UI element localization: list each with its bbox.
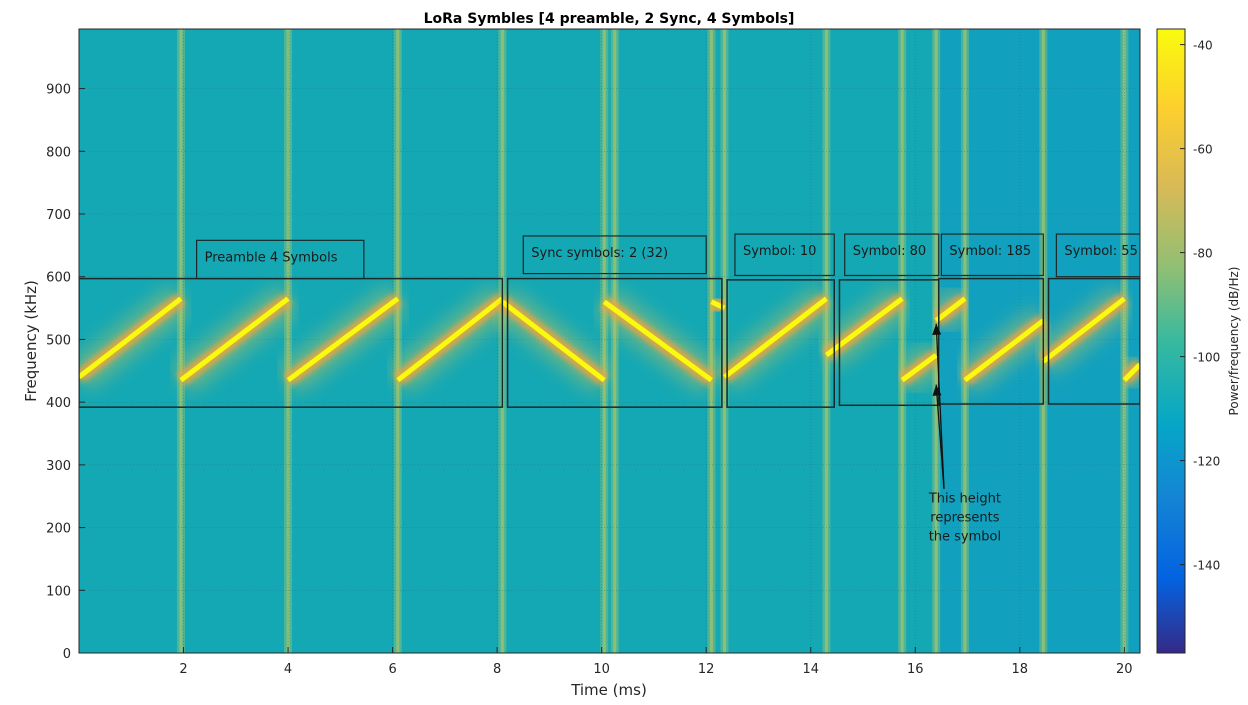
chirp-preamble-4 [396,296,504,383]
y-tick-label-600: 600 [46,271,71,286]
box-sym185 [938,277,1045,405]
c-tick-label--140: -140 [1193,559,1220,573]
y-axis-label: Frequency (kHz) [22,280,40,402]
c-tick-label--40: -40 [1193,39,1213,53]
chirp-preamble-3 [286,296,400,383]
c-tick-label--120: -120 [1193,455,1220,469]
annotation-note-line-1: represents [930,510,999,525]
box-sym10 [726,279,835,408]
label-sym10: Symbol: 10 [743,244,816,259]
transition-core-7 [722,29,726,653]
x-tick-label-20: 20 [1116,662,1133,677]
transition-core-4 [602,29,606,653]
y-tick-label-300: 300 [46,459,71,474]
chart-title: LoRa Symbles [4 preamble, 2 Sync, 4 Symb… [424,11,795,27]
x-tick-label-10: 10 [593,662,610,677]
chirp-symbol-10 [722,296,828,380]
y-tick-label-700: 700 [46,208,71,223]
chirp-symbol-185b [963,318,1045,383]
chirp-preamble-1 [79,296,183,380]
label-preamble-box [195,239,365,280]
x-tick-label-2: 2 [179,662,187,677]
chirp-symbol-55a [1041,296,1126,364]
y-tick-label-800: 800 [46,145,71,160]
annotation-arrowhead-0 [932,323,942,335]
transition-core-9 [900,29,904,653]
x-tick-label-16: 16 [907,662,924,677]
annotation-arrow-1 [935,384,945,489]
label-sym185-box [940,233,1044,277]
y-tick-label-900: 900 [46,83,71,98]
label-sym185: Symbol: 185 [949,244,1031,259]
colorbar [1156,28,1186,654]
x-tick-label-4: 4 [284,662,292,677]
chirp-sync-1 [500,299,606,383]
chirp-preamble-2 [179,296,290,383]
y-tick-label-500: 500 [46,333,71,348]
c-tick-label--100: -100 [1193,351,1220,365]
annotation-note-line-0: This height [928,491,1001,506]
plot-frame [78,28,1141,654]
chirp-sync-2 [602,299,713,383]
colorbar-label: Power/frequency (dB/Hz) [1227,267,1241,416]
annotation-arrowhead-1 [932,384,942,396]
chirp-symbol-80b [900,353,938,383]
y-tick-label-400: 400 [46,396,71,411]
transition-core-0 [179,29,183,653]
transition-core-10 [934,29,938,653]
transition-core-2 [396,29,400,653]
y-tick-label-200: 200 [46,522,71,537]
annotation-arrow-0 [935,323,945,489]
x-tick-label-8: 8 [493,662,501,677]
transition-core-5 [613,29,617,653]
annotation-note-line-2: the symbol [929,529,1001,544]
label-sym80: Symbol: 80 [853,244,926,259]
label-sync-box [522,235,707,275]
chirp-symbol-185a [934,296,967,323]
label-sym55-box [1055,233,1140,278]
label-sync: Sync symbols: 2 (32) [531,246,668,261]
label-sym80-box [844,233,940,277]
c-tick-label--60: -60 [1193,143,1213,157]
y-tick-label-0: 0 [63,647,71,662]
chirp-symbol-55b [1122,362,1140,382]
x-axis-label: Time (ms) [570,681,647,699]
box-sync [506,277,723,408]
transition-core-11 [963,29,967,653]
label-sym10-box [734,233,835,277]
x-tick-label-6: 6 [388,662,396,677]
x-tick-label-14: 14 [802,662,819,677]
y-tick-label-100: 100 [46,584,71,599]
x-tick-label-18: 18 [1012,662,1029,677]
label-sym55: Symbol: 55 [1064,244,1137,259]
transition-core-6 [709,29,713,653]
c-tick-label--80: -80 [1193,247,1213,261]
label-preamble: Preamble 4 Symbols [205,250,338,265]
x-tick-label-12: 12 [698,662,715,677]
